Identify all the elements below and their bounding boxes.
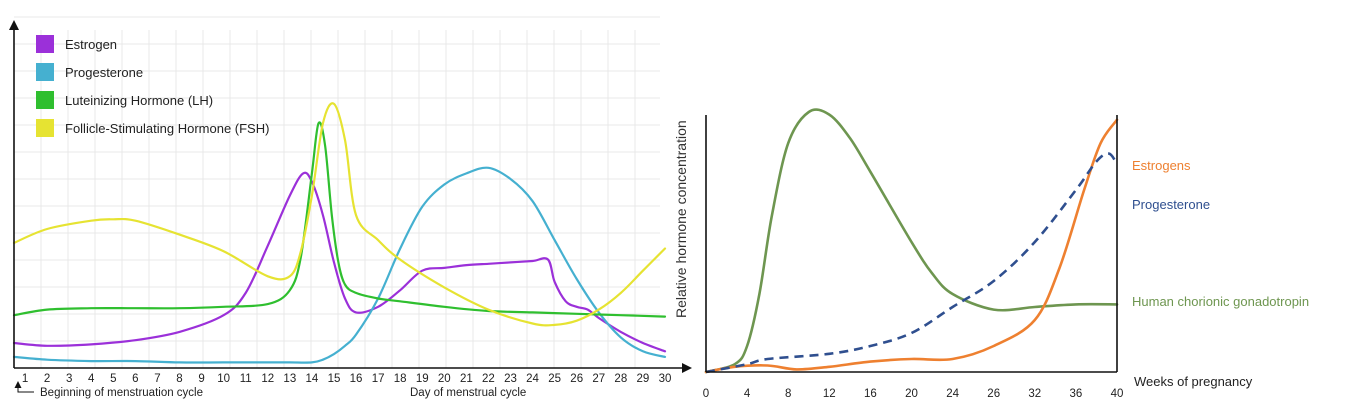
left-x-tick-label: 13 [283, 373, 296, 385]
left-x-tick-label: 10 [217, 373, 230, 385]
left-x-tick-label: 18 [394, 373, 407, 385]
left-x-tick-label: 30 [659, 373, 672, 385]
left-x-tick-label: 5 [110, 373, 116, 385]
left-x-tick-label: 8 [176, 373, 182, 385]
legend-label-progesterone: Progesterone [65, 65, 143, 80]
fsh-line [12, 102, 667, 327]
left-x-tick-label: 1 [22, 373, 28, 385]
left-x-axis-label: Day of menstrual cycle [410, 387, 526, 399]
legend-swatch-progesterone [36, 63, 54, 81]
right-x-tick-label: 26 [987, 388, 1000, 400]
left-x-tick-label: 24 [526, 373, 539, 385]
left-x-tick-label: 3 [66, 373, 72, 385]
series-label-progesterone: Progesterone [1132, 197, 1210, 212]
legend-label-fsh: Follicle-Stimulating Hormone (FSH) [65, 121, 269, 136]
right-x-tick-label: 36 [1070, 388, 1083, 400]
legend-label-lh: Luteinizing Hormone (LH) [65, 93, 213, 108]
right-y-axis-label: Relative hormone concentration [673, 120, 689, 318]
left-x-tick-label: 16 [350, 373, 363, 385]
left-x-tick-labels: 1 2 3 4 5 6 7 8 9 10 11 12 13 14 15 16 17 18 19 20 21 22 23 24 2… [22, 373, 672, 385]
right-x-tick-label: 0 [703, 388, 709, 400]
left-series-lines [12, 102, 667, 364]
legend-label-estrogen: Estrogen [65, 37, 117, 52]
left-x-tick-label: 15 [328, 373, 341, 385]
right-x-tick-labels: 0 4 8 12 16 20 24 26 32 36 40 [703, 388, 1124, 400]
series-label-hcg: Human chorionic gonadotropin [1132, 294, 1309, 309]
left-x-tick-label: 17 [372, 373, 385, 385]
left-x-tick-label: 28 [614, 373, 627, 385]
left-x-tick-label: 23 [504, 373, 517, 385]
legend-swatch-estrogen [36, 35, 54, 53]
progesterone-line-dashed [705, 152, 1119, 374]
pregnancy-chart: 0 4 8 12 16 20 24 26 32 36 40 Relative hormone con… [673, 108, 1309, 400]
left-x-tick-label: 11 [240, 373, 252, 385]
right-x-tick-label: 24 [946, 388, 959, 400]
right-x-tick-label: 16 [864, 388, 877, 400]
series-label-estrogens: Estrogens [1132, 158, 1191, 173]
left-x-tick-label: 22 [482, 373, 495, 385]
left-x-tick-label: 29 [637, 373, 650, 385]
left-x-tick-label: 20 [438, 373, 451, 385]
left-x-tick-label: 7 [154, 373, 160, 385]
left-x-tick-label: 25 [548, 373, 561, 385]
right-x-tick-label: 8 [785, 388, 791, 400]
legend-swatch-fsh [36, 119, 54, 137]
left-x-tick-label: 4 [88, 373, 95, 385]
right-x-tick-label: 20 [905, 388, 918, 400]
legend-swatch-lh [36, 91, 54, 109]
beginning-arrow [14, 381, 34, 393]
right-x-tick-label: 12 [823, 388, 836, 400]
right-x-tick-label: 32 [1028, 388, 1041, 400]
right-x-tick-label: 4 [744, 388, 751, 400]
left-x-tick-label: 26 [570, 373, 583, 385]
left-legend: Estrogen Progesterone Luteinizing Hormon… [36, 35, 269, 137]
hcg-line [704, 108, 1119, 374]
left-x-tick-label: 21 [460, 373, 473, 385]
right-series-lines [704, 108, 1119, 374]
left-x-tick-label: 6 [132, 373, 138, 385]
left-x-tick-label: 2 [44, 373, 50, 385]
left-x-tick-label: 14 [306, 373, 319, 385]
right-x-axis-label: Weeks of pregnancy [1134, 374, 1253, 389]
left-x-tick-label: 27 [592, 373, 605, 385]
left-x-tick-label: 9 [198, 373, 204, 385]
left-x-tick-label: 19 [416, 373, 429, 385]
menstrual-cycle-chart: 1 2 3 4 5 6 7 8 9 10 11 12 13 14 15 16 17 18 19 20 21 22 23 24 2… [9, 16, 692, 399]
right-x-tick-label: 40 [1111, 388, 1124, 400]
estrogens-line [704, 118, 1119, 374]
left-x-tick-label: 12 [261, 373, 274, 385]
beginning-caption: Beginning of menstruation cycle [40, 387, 203, 399]
